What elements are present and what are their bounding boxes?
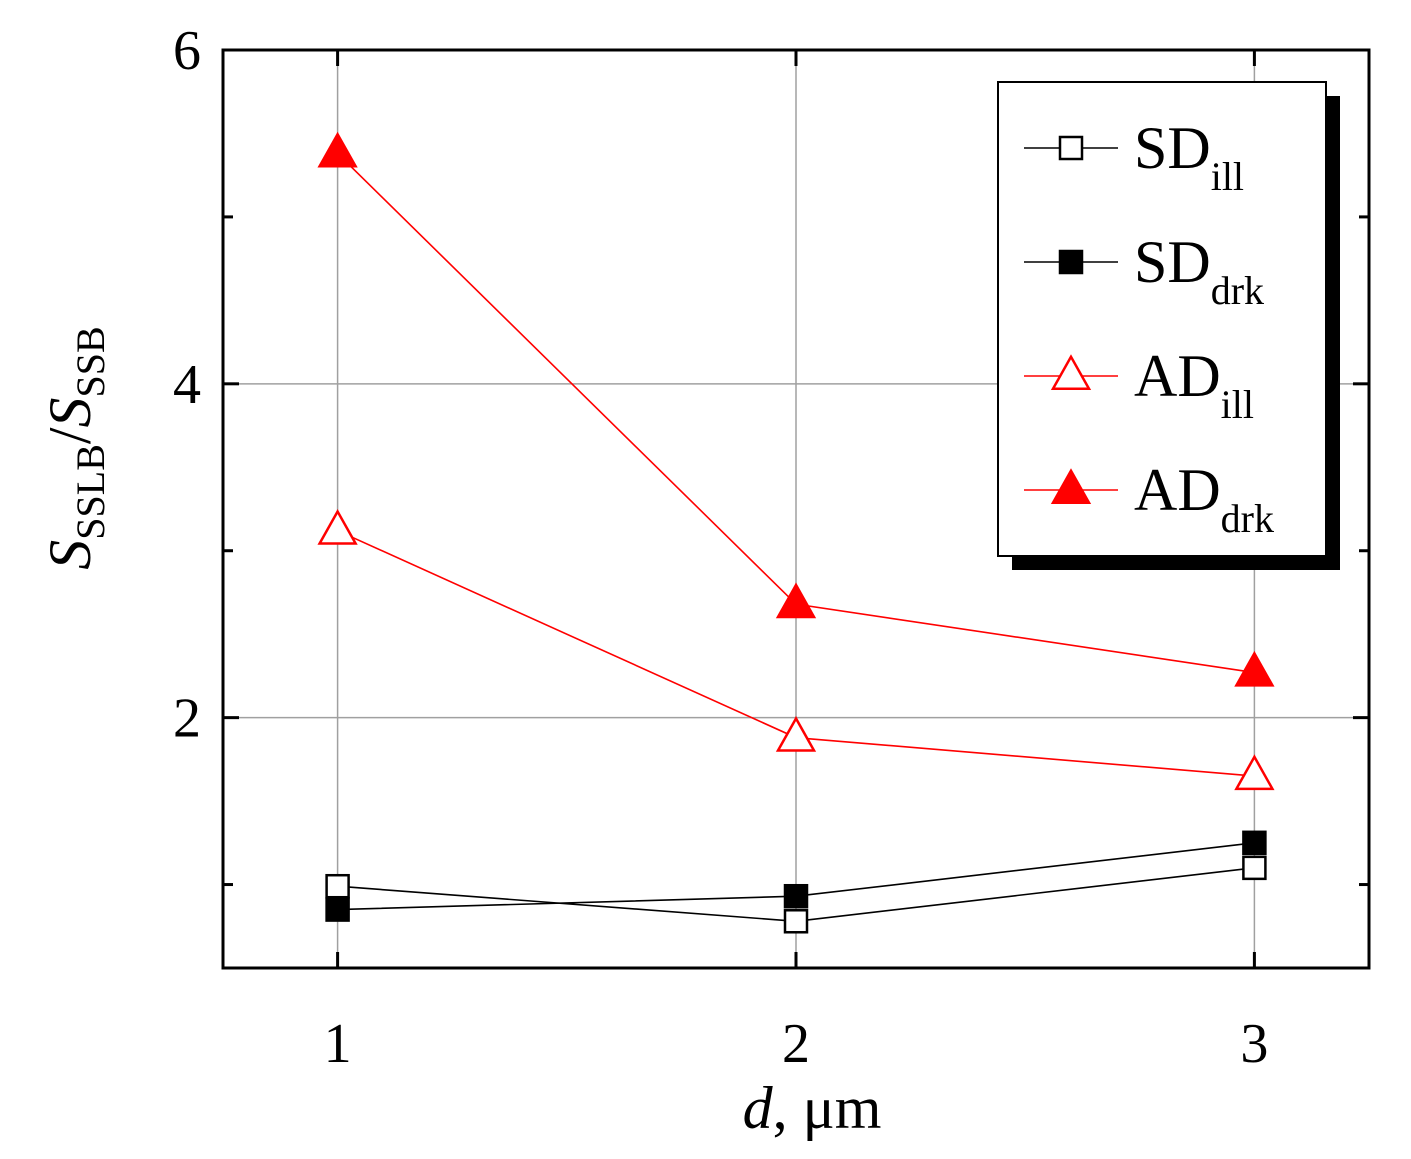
legend-label-main: SD bbox=[1134, 115, 1211, 181]
y-axis-s1: S bbox=[37, 540, 103, 570]
legend-label-main: SD bbox=[1134, 229, 1211, 295]
legend-marker bbox=[1050, 468, 1092, 505]
data-point-sd-drk bbox=[1242, 830, 1267, 856]
legend-item-sd-drk: SDdrk bbox=[1024, 229, 1264, 313]
legend-item-ad-drk: ADdrk bbox=[1024, 457, 1274, 541]
legend-label: ADill bbox=[1134, 343, 1254, 427]
x-axis-var: d bbox=[743, 1075, 774, 1141]
y-tick-label: 6 bbox=[173, 20, 201, 82]
legend-label: SDdrk bbox=[1134, 229, 1264, 313]
data-point-ad-ill bbox=[775, 715, 817, 752]
legend-label-main: AD bbox=[1134, 457, 1221, 523]
legend-item-sd-ill: SDill bbox=[1024, 115, 1244, 199]
legend-item-ad-ill: ADill bbox=[1024, 343, 1254, 427]
data-point-sd-drk bbox=[325, 897, 350, 922]
data-point-ad-drk bbox=[775, 582, 817, 619]
y-tick-label: 4 bbox=[173, 354, 201, 416]
data-point-ad-drk bbox=[317, 131, 358, 168]
data-point-ad-drk bbox=[1234, 650, 1275, 687]
y-axis-s2: S bbox=[37, 397, 103, 427]
legend-label-sub: drk bbox=[1221, 496, 1274, 541]
data-point-sd-ill bbox=[783, 909, 809, 934]
data-point-sd-ill bbox=[325, 873, 350, 899]
x-tick-label: 2 bbox=[782, 1013, 810, 1075]
legend-label-main: AD bbox=[1134, 343, 1221, 409]
x-tick-label: 1 bbox=[324, 1013, 352, 1075]
legend-marker bbox=[1058, 135, 1084, 161]
tick-labels: 1 2 3 2 4 6 bbox=[173, 20, 1268, 1075]
legend-label: SDill bbox=[1134, 115, 1244, 199]
ticks bbox=[223, 48, 1369, 968]
y-tick-label: 2 bbox=[173, 688, 201, 750]
x-tick-label: 3 bbox=[1240, 1013, 1268, 1075]
data-point-sd-ill bbox=[1242, 855, 1267, 881]
legend-label: ADdrk bbox=[1134, 457, 1274, 541]
data-point-ad-ill bbox=[317, 508, 358, 545]
legend-label-sub: ill bbox=[1211, 154, 1244, 199]
legend-marker bbox=[1050, 354, 1092, 391]
legend-label-sub: drk bbox=[1211, 268, 1264, 313]
legend-label-sub: ill bbox=[1221, 382, 1254, 427]
y-axis-sub2: SSB bbox=[68, 326, 113, 397]
y-axis-title: SSSLB/SSSB bbox=[37, 326, 113, 569]
y-axis-sub1: SSLB bbox=[68, 444, 113, 540]
data-point-sd-drk bbox=[783, 883, 809, 909]
series-markers bbox=[317, 131, 1275, 934]
y-axis-slash: / bbox=[37, 427, 103, 444]
legend-box bbox=[997, 81, 1327, 557]
x-axis-title: d, μm bbox=[743, 1075, 882, 1141]
x-axis-unit: , μm bbox=[773, 1075, 882, 1141]
legend-marker bbox=[1058, 249, 1084, 275]
data-point-ad-ill bbox=[1234, 754, 1275, 791]
